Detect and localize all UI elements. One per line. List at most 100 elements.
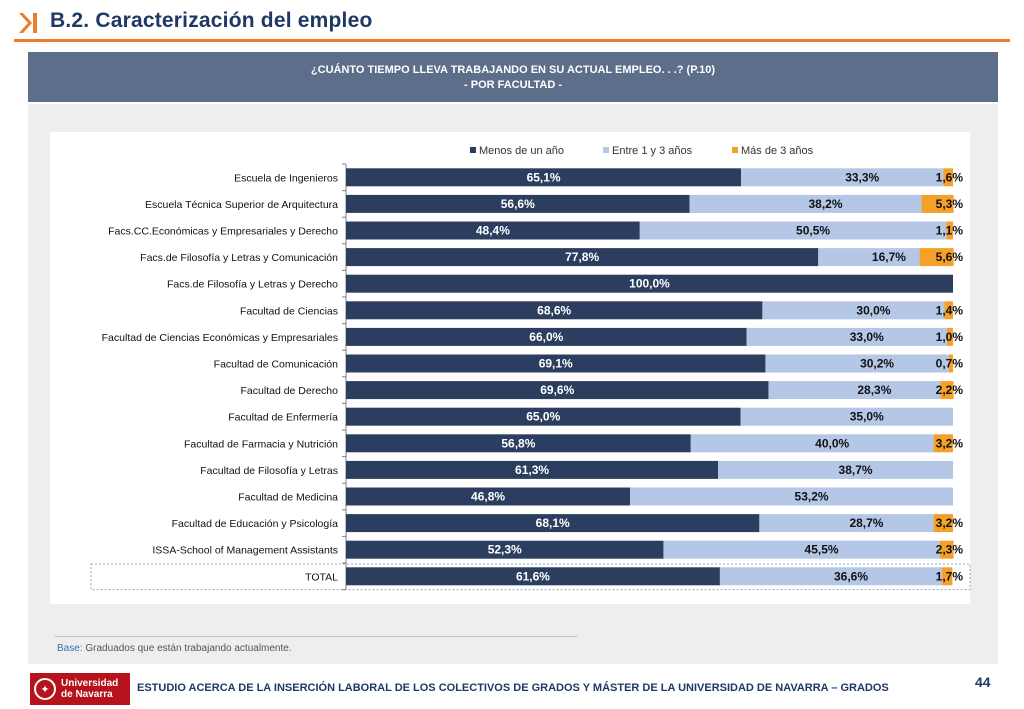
data-label-1: 36,6% xyxy=(834,569,868,583)
bar-segment-0 xyxy=(346,221,640,240)
data-label-0: 56,6% xyxy=(501,197,535,211)
data-label-0: 69,1% xyxy=(539,357,573,371)
header-divider xyxy=(14,39,1010,42)
category-label: Facultad de Farmacia y Nutrición xyxy=(184,438,338,450)
data-label-1: 30,0% xyxy=(856,303,890,317)
data-label-2: 0,7% xyxy=(936,357,964,371)
category-label: Facs.de Filosofía y Letras y Comunicació… xyxy=(140,252,338,264)
bar-segment-1 xyxy=(719,567,943,586)
bar-segment-2 xyxy=(946,327,953,346)
bar-segment-1 xyxy=(759,514,934,533)
category-label: Facs.CC.Económicas y Empresariales y Der… xyxy=(108,226,338,238)
category-label: Facultad de Comunicación xyxy=(214,359,338,371)
data-label-1: 16,7% xyxy=(872,250,906,264)
university-logo: ✦ Universidad de Navarra xyxy=(30,673,130,705)
bar-segment-0 xyxy=(346,487,631,506)
bar-segment-0 xyxy=(346,274,953,293)
bar-segment-0 xyxy=(346,354,766,373)
bar-segment-2 xyxy=(944,301,953,320)
bar-segment-1 xyxy=(746,327,947,346)
data-label-2: 1,0% xyxy=(936,330,964,344)
category-label: Facultad de Ciencias xyxy=(240,305,338,317)
bar-segment-2 xyxy=(933,434,953,453)
bar-segment-0 xyxy=(346,301,763,320)
legend-label-2: Más de 3 años xyxy=(741,145,814,157)
base-label: Base: xyxy=(57,643,83,654)
data-label-1: 30,2% xyxy=(860,357,894,371)
data-label-1: 53,2% xyxy=(795,490,829,504)
bar-segment-2 xyxy=(933,514,953,533)
data-label-0: 68,1% xyxy=(536,516,570,530)
base-divider xyxy=(55,636,577,637)
data-label-0: 61,3% xyxy=(515,463,549,477)
data-label-0: 69,6% xyxy=(540,383,574,397)
data-label-0: 48,4% xyxy=(476,224,510,238)
bar-segment-0 xyxy=(346,567,720,586)
chart-title-line2: - POR FACULTAD - xyxy=(464,79,562,91)
bar-segment-1 xyxy=(740,407,953,426)
bar-segment-2 xyxy=(948,354,953,373)
bar-segment-0 xyxy=(346,194,690,213)
data-label-1: 28,3% xyxy=(857,383,891,397)
data-label-2: 1,4% xyxy=(936,303,964,317)
data-label-0: 56,8% xyxy=(501,436,535,450)
bar-segment-1 xyxy=(690,434,934,453)
bar-segment-2 xyxy=(919,248,954,267)
bar-segment-1 xyxy=(630,487,953,506)
base-text: Graduados que están trabajando actualmen… xyxy=(82,643,292,654)
data-label-2: 1,7% xyxy=(936,569,964,583)
category-label: ISSA-School of Management Assistants xyxy=(152,545,338,557)
logo-line2: de Navarra xyxy=(61,689,113,700)
bar-segment-2 xyxy=(946,221,953,240)
legend-swatch-1 xyxy=(603,147,609,153)
data-label-2: 3,2% xyxy=(936,516,964,530)
data-label-2: 3,2% xyxy=(936,436,964,450)
category-label: Facultad de Ciencias Económicas y Empres… xyxy=(102,332,338,344)
bar-segment-1 xyxy=(718,460,953,479)
bar-segment-2 xyxy=(939,540,954,559)
university-seal-icon: ✦ xyxy=(34,678,56,700)
data-label-2: 2,2% xyxy=(936,383,964,397)
bar-segment-1 xyxy=(762,301,945,320)
data-label-1: 40,0% xyxy=(815,436,849,450)
data-label-2: 5,6% xyxy=(936,250,964,264)
legend-label-0: Menos de un año xyxy=(479,145,564,157)
bar-segment-1 xyxy=(639,221,947,240)
bar-segment-2 xyxy=(921,194,954,213)
data-label-0: 61,6% xyxy=(516,569,550,583)
legend-swatch-0 xyxy=(470,147,476,153)
bar-segment-0 xyxy=(346,407,741,426)
data-label-0: 66,0% xyxy=(529,330,563,344)
data-label-1: 33,3% xyxy=(845,170,879,184)
data-label-1: 38,7% xyxy=(839,463,873,477)
footer-text: ESTUDIO ACERCA DE LA INSERCIÓN LABORAL D… xyxy=(137,682,889,694)
data-label-1: 45,5% xyxy=(805,543,839,557)
data-label-2: 1,6% xyxy=(936,170,964,184)
category-label: Facs.de Filosofía y Letras y Derecho xyxy=(167,279,338,291)
bar-segment-0 xyxy=(346,434,691,453)
section-marker-icon xyxy=(19,13,37,33)
data-label-0: 52,3% xyxy=(488,543,522,557)
data-label-0: 46,8% xyxy=(471,490,505,504)
category-label: TOTAL xyxy=(305,571,338,583)
page-title: B.2. Caracterización del empleo xyxy=(50,9,373,32)
bar-segment-0 xyxy=(346,381,769,400)
bar-segment-1 xyxy=(768,381,941,400)
data-label-0: 68,6% xyxy=(537,303,571,317)
chart-title-banner: ¿CUÁNTO TIEMPO LLEVA TRABAJANDO EN SU AC… xyxy=(28,52,998,102)
bar-segment-2 xyxy=(943,168,953,187)
bar-segment-1 xyxy=(741,168,944,187)
category-label: Facultad de Filosofía y Letras xyxy=(200,465,338,477)
bar-segment-0 xyxy=(346,460,719,479)
total-row-highlight xyxy=(90,563,971,591)
bar-segment-0 xyxy=(346,327,747,346)
data-label-1: 50,5% xyxy=(796,224,830,238)
bar-segment-1 xyxy=(689,194,922,213)
data-label-1: 28,7% xyxy=(849,516,883,530)
bar-segment-0 xyxy=(346,540,664,559)
category-label: Facultad de Educación y Psicología xyxy=(172,518,339,530)
category-label: Facultad de Medicina xyxy=(238,492,338,504)
bar-segment-2 xyxy=(942,567,953,586)
data-label-2: 1,1% xyxy=(936,224,964,238)
